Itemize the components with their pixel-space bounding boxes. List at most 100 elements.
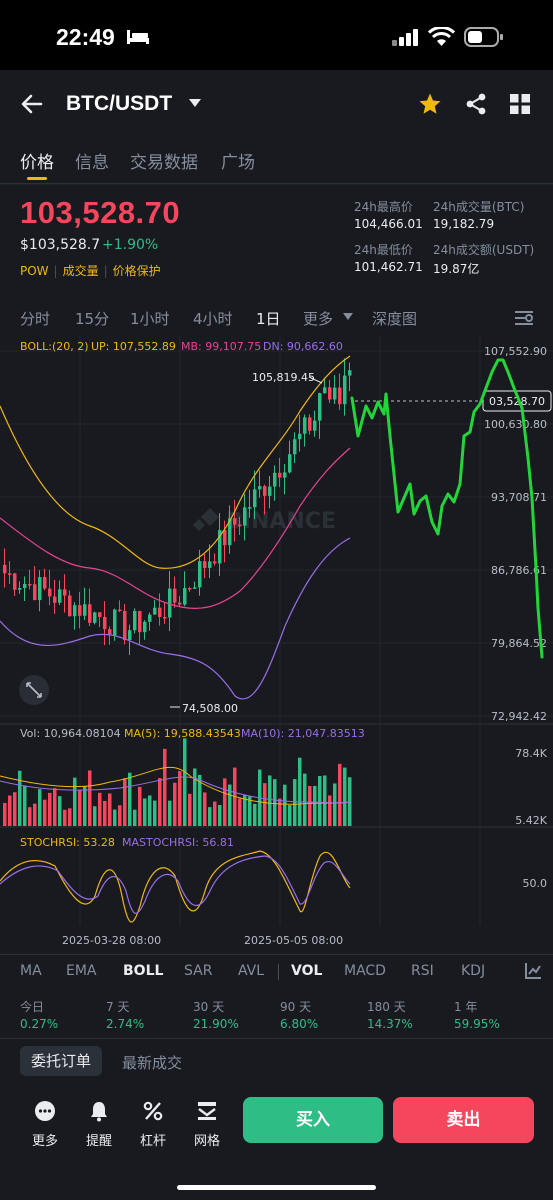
caret-down-icon[interactable] (188, 98, 202, 108)
volume-bar (173, 782, 177, 826)
ind-vol[interactable]: VOL (291, 963, 323, 979)
order-tabs (0, 1038, 553, 1084)
chart-settings-icon[interactable] (514, 309, 534, 327)
volume-bar (128, 772, 132, 826)
boll-up-legend: UP: 107,552.89 (91, 340, 176, 353)
y-tick-label: 86,786.61 (491, 564, 547, 577)
performance-row (0, 990, 553, 1038)
candle-body (153, 607, 157, 615)
tab-price[interactable]: 价格 (20, 153, 54, 173)
nav-alert[interactable]: 提醒 (74, 1100, 124, 1149)
boll-bands (0, 355, 351, 700)
volume-bar (293, 779, 297, 826)
sell-button[interactable]: 卖出 (393, 1097, 534, 1143)
status-bar: 22:49 (0, 0, 553, 70)
stochrsi-lines (0, 850, 351, 923)
nav-more-label: 更多 (31, 1134, 58, 1149)
tag-volume[interactable]: 成交量 (62, 264, 99, 278)
bell-icon (91, 1102, 107, 1122)
stochrsi-legend: STOCHRSI: 53.28 (20, 836, 115, 849)
vol-btc-label: 24h成交量(BTC) (433, 200, 525, 214)
candle-body (108, 629, 112, 636)
interval-4h[interactable]: 4小时 (193, 310, 233, 328)
wifi-icon (428, 27, 455, 46)
candle-body (308, 417, 312, 431)
candle-body (58, 589, 62, 603)
volume-bar (138, 786, 142, 826)
share-icon[interactable] (464, 92, 488, 116)
candle-body (323, 387, 327, 394)
volume-bar (168, 800, 172, 826)
volume-bar (188, 793, 192, 826)
low-label: 24h最低价 (354, 243, 413, 257)
boll-upper-band (0, 355, 351, 569)
mastochrsi-legend: MASTOCHRSI: 56.81 (122, 836, 234, 849)
candle-body (198, 561, 202, 588)
nav-alert-label: 提醒 (85, 1134, 112, 1149)
volume-bar (63, 809, 67, 826)
buy-button[interactable]: 买入 (243, 1097, 383, 1143)
indicator-settings-icon[interactable] (524, 962, 542, 980)
interval-1h[interactable]: 1小时 (130, 310, 170, 328)
ind-macd[interactable]: MACD (344, 963, 386, 979)
candle-body (208, 561, 212, 568)
kline-chart[interactable]: BINANCE BOLL:(20, 2) UP: 107,552.89 MB: … (0, 336, 553, 954)
interval-15m[interactable]: 15分 (75, 310, 110, 328)
candle-body (83, 604, 87, 616)
perf-label-today: 今日 (20, 1000, 45, 1014)
candle-body (243, 507, 247, 526)
main-tabs (0, 140, 553, 184)
volume-bar (243, 795, 247, 826)
candle-body (3, 564, 7, 574)
candle-body (128, 630, 132, 641)
volume-bar (208, 807, 212, 826)
perf-value-180d: 14.37% (367, 1017, 413, 1031)
last-price: 103,528.70 (20, 195, 181, 230)
ind-ma[interactable]: MA (20, 963, 42, 979)
expand-icon[interactable] (19, 675, 49, 705)
ind-rsi[interactable]: RSI (411, 963, 434, 979)
mastochrsi-line (0, 855, 351, 914)
layout-grid-icon[interactable] (510, 94, 530, 114)
more-caret-icon[interactable] (343, 313, 353, 321)
tab-trading-data[interactable]: 交易数据 (130, 153, 198, 173)
nav-margin[interactable]: 杠杆 (128, 1100, 178, 1149)
tab-latest-trades[interactable]: 最新成交 (122, 1054, 183, 1072)
favorite-star-icon[interactable] (418, 92, 442, 116)
volume-bar (8, 795, 12, 826)
top-bar (0, 70, 553, 140)
vol-ma10-line (0, 776, 351, 804)
candle-body (343, 375, 347, 405)
tab-open-orders[interactable]: 委托订单 (20, 1046, 102, 1076)
volume-bar (68, 808, 72, 826)
tab-info[interactable]: 信息 (75, 153, 109, 173)
volume-bar (103, 800, 107, 826)
candle-body (143, 621, 147, 633)
candle-body (23, 583, 27, 589)
interval-1d[interactable]: 1日 (256, 310, 281, 328)
candle-body (193, 587, 197, 589)
volume-bar (268, 775, 272, 826)
interval-depth[interactable]: 深度图 (372, 310, 418, 328)
volume-bar (193, 768, 197, 826)
ind-ema[interactable]: EMA (66, 963, 97, 979)
ind-kdj[interactable]: KDJ (461, 963, 486, 979)
ind-avl[interactable]: AVL (238, 963, 265, 979)
tag-pow[interactable]: POW (20, 264, 49, 278)
candle-body (43, 577, 47, 589)
tag-price-protect[interactable]: 价格保护 (112, 264, 161, 278)
interval-more[interactable]: 更多 (303, 310, 334, 328)
candle-body (88, 604, 92, 623)
price-change: +1.90% (102, 237, 159, 253)
nav-more[interactable]: 更多 (20, 1100, 70, 1149)
candle-body (328, 387, 332, 400)
nav-grid[interactable]: 网格 (182, 1100, 232, 1149)
candle-body (183, 588, 187, 605)
tab-square[interactable]: 广场 (221, 153, 255, 173)
pair-title[interactable]: BTC/USDT (66, 92, 173, 115)
interval-time-share[interactable]: 分时 (20, 310, 51, 328)
back-arrow-icon[interactable] (20, 92, 44, 116)
ind-boll[interactable]: BOLL (123, 963, 164, 979)
current-price-text: 03,528.70 (489, 395, 545, 408)
ind-sar[interactable]: SAR (184, 963, 213, 979)
